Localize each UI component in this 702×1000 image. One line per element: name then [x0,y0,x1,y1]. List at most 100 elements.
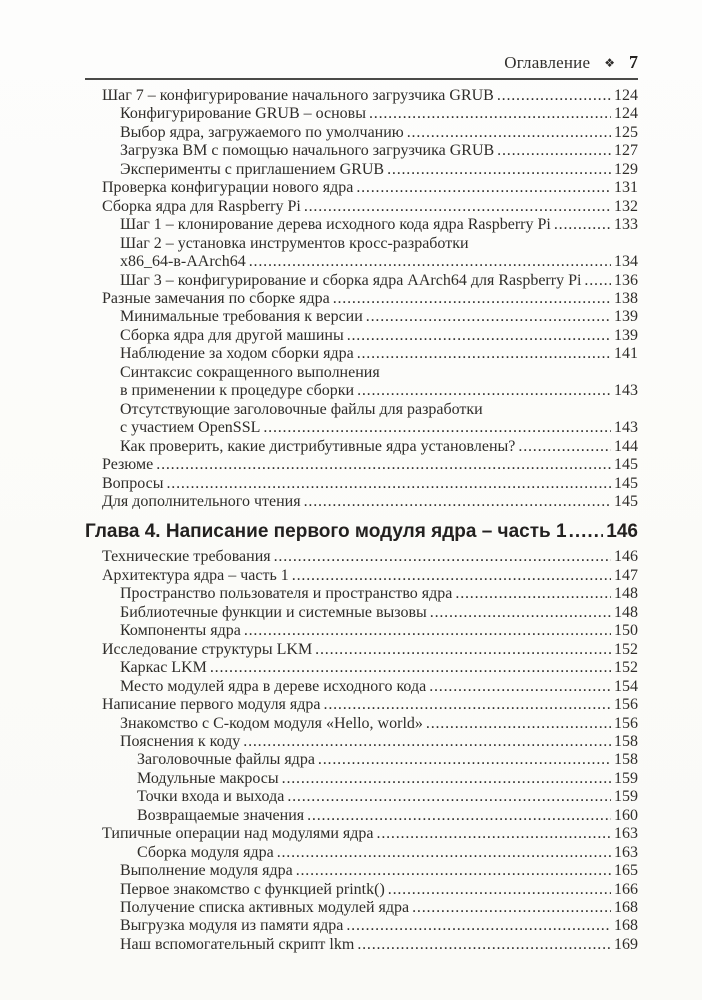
toc-dots-leader [554,216,611,234]
toc-entry-page: 138 [614,289,638,307]
toc-entry-title: Наблюдение за ходом сборки ядра [120,345,354,363]
page-number: 7 [629,52,638,72]
toc-entry-title: Возвращаемые значения [137,806,305,824]
toc-entry-page: 139 [614,308,638,326]
toc-entry-title: Точки входа и выхода [137,788,285,806]
toc-entry-page: 129 [614,160,638,178]
toc-dots-leader [412,899,611,917]
toc-entry-page: 147 [614,566,638,584]
toc-dots-leader [347,327,611,345]
toc-entry-page: 127 [614,142,638,160]
toc-dots-leader [324,696,611,714]
toc-entry: Библиотечные функции и системные вызовы … [85,604,638,622]
toc-dots-leader [366,308,611,326]
toc-entry: Первое знакомство с функцией printk() 16… [85,881,638,899]
toc-entry: Шаг 3 – конфигурирование и сборка ядра A… [85,272,638,290]
toc-entry: Для дополнительного чтения 145 [85,493,638,511]
toc-entry-title: Знакомство с C-кодом модуля «Hello, worl… [120,714,423,732]
toc-entry-title: Модульные макросы [137,769,279,787]
toc-entry: с участием OpenSSL 143 [85,419,638,437]
toc-entry: Выполнение модуля ядра 165 [85,862,638,880]
toc-entry: Как проверить, какие дистрибутивные ядра… [85,438,638,456]
toc-entry-page: 145 [614,456,638,474]
toc-entry-title: Сборка ядра для другой машины [120,326,344,344]
toc-entry-page: 160 [614,806,638,824]
toc-entry: Типичные операции над модулями ядра 163 [85,825,638,843]
toc-entry-title: Библиотечные функции и системные вызовы [120,603,427,621]
toc-dots-leader [388,881,611,899]
toc-dots-leader [429,678,611,696]
toc-entry-title: в применении к процедуре сборки [120,382,355,400]
toc-entry-page: 168 [614,899,638,917]
toc-entry-page: 143 [614,419,638,437]
toc-dots-leader [156,456,611,474]
toc-entry: Наш вспомогательный скрипт lkm 169 [85,936,638,954]
toc-dots-leader [304,493,611,511]
toc-entry-page: 133 [614,216,638,234]
toc-entry: Шаг 1 – клонирование дерева исходного ко… [85,216,638,234]
toc-entry-title: Заголовочные файлы ядра [137,751,315,769]
toc-entry-title: Шаг 1 – клонирование дерева исходного ко… [120,216,551,234]
toc-entry-title: x86_64-в-AArch64 [120,253,246,271]
toc-entry-title: Выполнение модуля ядра [120,862,293,880]
toc-entry-page: 124 [614,87,638,104]
toc-entry-page: 145 [614,492,638,510]
toc-entry: Минимальные требования к версии 139 [85,308,638,326]
toc-entry-title: Разные замечания по сборке ядра [102,289,330,307]
toc-entry-title: Конфигурирование GRUB – основы [120,105,366,123]
toc-entry-title: Технические требования [102,548,271,566]
toc-entry: Пространство пользователя и пространство… [85,585,638,603]
toc-entry-page: 148 [614,585,638,603]
toc-entry: Отсутствующие заголовочные файлы для раз… [85,401,638,419]
toc-dots-leader [584,272,611,290]
toc-entry: Резюме 145 [85,456,638,474]
toc-dots-leader [377,825,611,843]
toc-entry-title: Шаг 7 – конфигурирование начального загр… [102,87,494,104]
toc-entry-title: Резюме [102,456,154,474]
toc-entry-page: 146 [614,548,638,566]
toc-entry-title: Шаг 3 – конфигурирование и сборка ядра A… [120,271,582,289]
toc-entry-page: 148 [614,603,638,621]
toc-entry: Исследование структуры LKM 152 [85,641,638,659]
toc-dots-leader [518,438,611,456]
toc-entry-page: 169 [614,935,638,953]
toc-entry-title: Эксперименты с приглашением GRUB [120,160,385,178]
toc-dots-leader [249,253,611,271]
toc-dots-leader [426,715,611,733]
toc-dots-leader [318,751,611,769]
toc-dots-leader [455,585,611,603]
toc-entry: Знакомство с C-кодом модуля «Hello, worl… [85,715,638,733]
toc-entry: Синтаксис сокращенного выполнения [85,364,638,382]
toc-entry-title: Минимальные требования к версии [120,308,363,326]
toc-entry: Шаг 2 – установка инструментов кросс-раз… [85,235,638,253]
toc-entry: Выгрузка модуля из памяти ядра 168 [85,917,638,935]
toc-entry-title: Проверка конфигурации нового ядра [102,179,354,197]
toc-entry-page: 125 [614,123,638,141]
toc-entry: Модульные макросы 159 [85,770,638,788]
toc-entry-page: 141 [614,345,638,363]
diamond-ornament-icon: ❖ [604,56,615,70]
toc-entry: x86_64-в-AArch64 134 [85,253,638,271]
toc-entry-page: 143 [614,382,638,400]
toc-entry-title: Наш вспомогательный скрипт lkm [120,935,355,953]
toc-entry: Шаг 7 – конфигурирование начального загр… [85,87,638,105]
toc-entry: Компоненты ядра 150 [85,622,638,640]
toc-entry-page: 159 [614,788,638,806]
toc-entry: Проверка конфигурации нового ядра 131 [85,179,638,197]
toc-entry-page: 132 [614,197,638,215]
toc-dots-leader [243,733,611,751]
toc-dots-leader [430,604,611,622]
toc-entry-title: Синтаксис сокращенного выполнения [120,363,380,381]
toc-entry-title: Написание первого модуля ядра [102,696,321,714]
toc-dots-leader [304,198,611,216]
toc-entry-page: 163 [614,825,638,843]
toc-entry: Эксперименты с приглашением GRUB 129 [85,161,638,179]
toc-dots-leader [274,548,611,566]
toc-dots-leader [277,844,611,862]
toc-entry: Сборка ядра для другой машины 139 [85,327,638,345]
toc-entry: Получение списка активных модулей ядра 1… [85,899,638,917]
toc-entry-page: 152 [614,640,638,658]
toc-entry: Заголовочные файлы ядра 158 [85,751,638,769]
toc-entry-title: Вопросы [102,474,164,492]
